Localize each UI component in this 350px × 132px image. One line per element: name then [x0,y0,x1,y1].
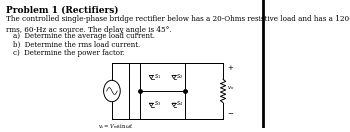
Text: +: + [227,65,233,71]
Text: $S_2$: $S_2$ [176,72,184,81]
Text: $S_1$: $S_1$ [154,72,161,81]
Text: c)  Determine the power factor.: c) Determine the power factor. [13,49,125,57]
Text: The controlled single-phase bridge rectifier below has a 20-Ohms resistive load : The controlled single-phase bridge recti… [6,15,350,34]
Text: Problem 1 (Rectifiers): Problem 1 (Rectifiers) [6,6,119,15]
Text: a)  Determine the average load current.: a) Determine the average load current. [13,32,155,40]
Text: $v_o$: $v_o$ [227,84,234,92]
Text: −: − [227,111,233,117]
Text: $S_4$: $S_4$ [176,99,184,108]
Bar [140,63,185,119]
Text: $v_s = V_m \sin \omega t$: $v_s = V_m \sin \omega t$ [98,122,134,131]
Text: b)  Determine the rms load current.: b) Determine the rms load current. [13,40,140,48]
Text: $S_3$: $S_3$ [154,99,161,108]
